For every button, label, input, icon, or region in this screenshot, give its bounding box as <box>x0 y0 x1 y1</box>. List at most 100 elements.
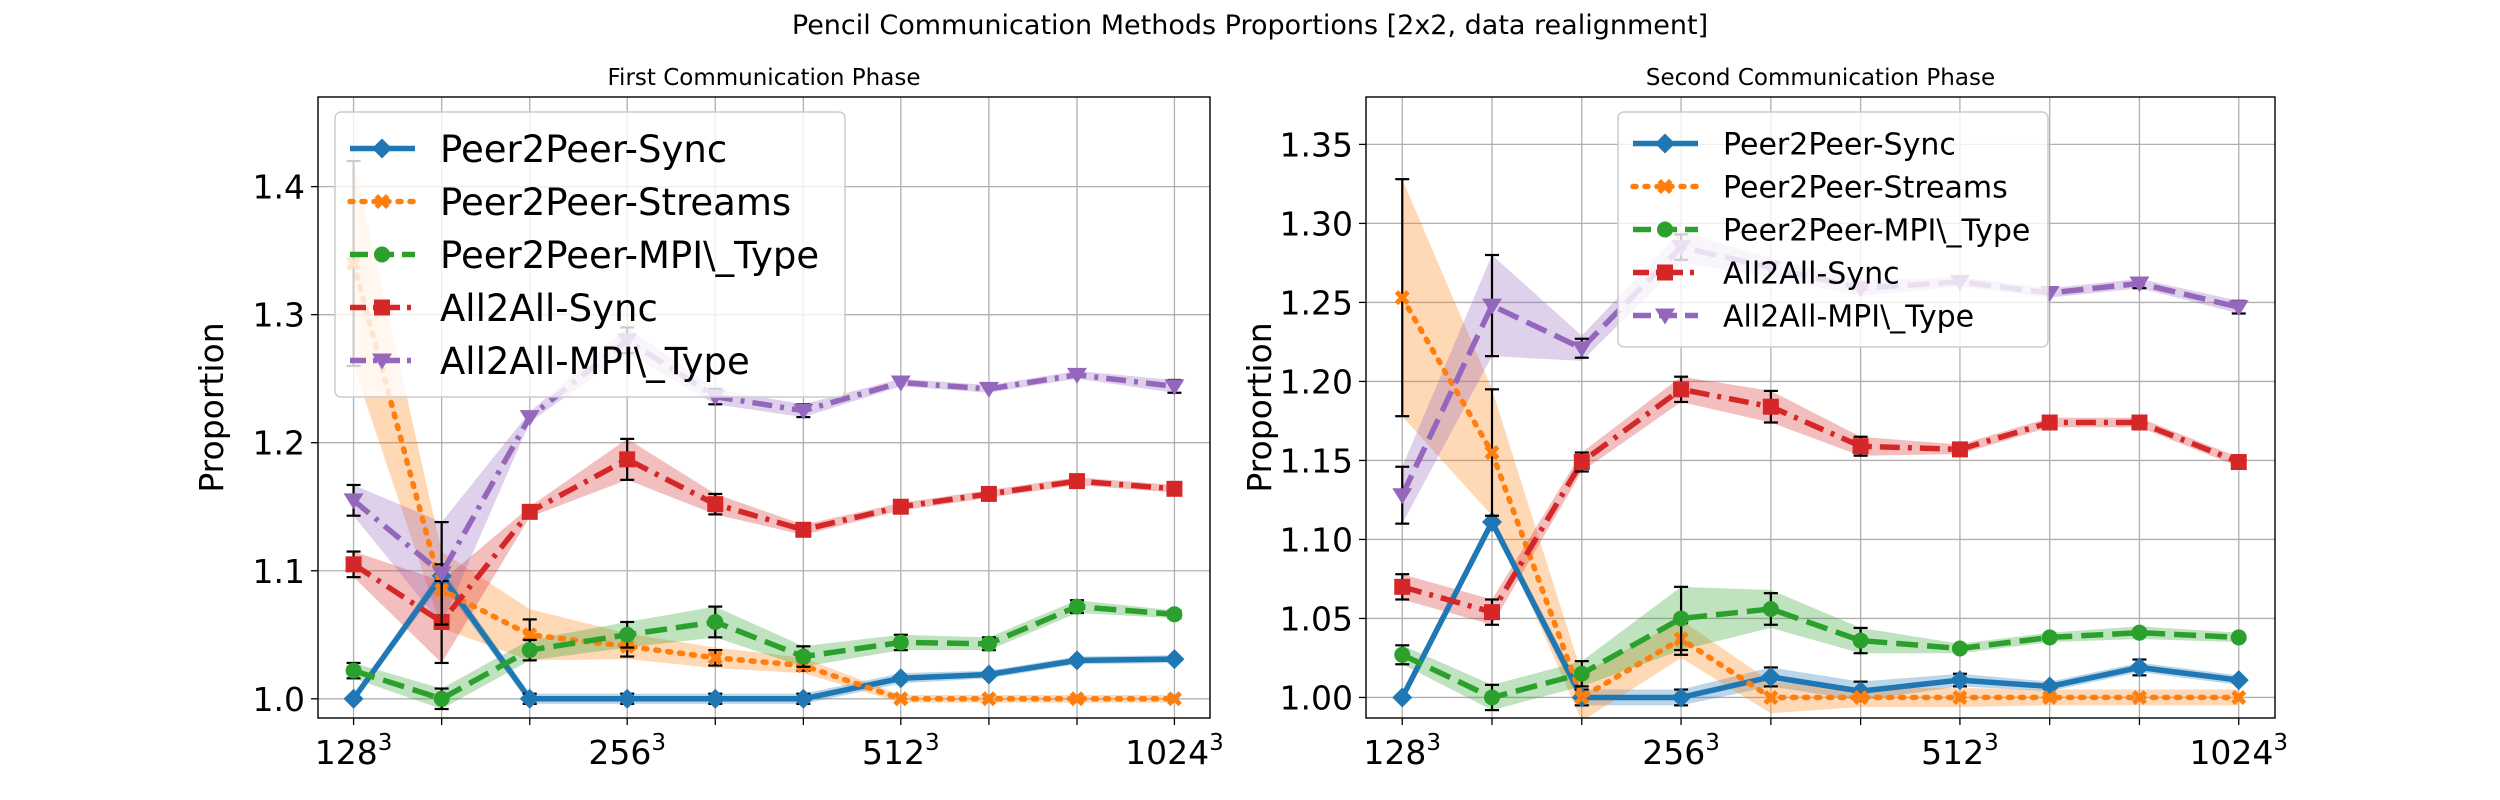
panel-title: First Communication Phase <box>608 65 921 91</box>
chart-panel-1: 1.0 1.1 1.2 1.3 1.4 1283 2563 5123 10243 First Co… <box>192 65 1224 772</box>
series-band-4 <box>353 438 1175 663</box>
y-tick-label: 1.2 <box>253 424 305 463</box>
data-point <box>2042 689 2058 705</box>
series-3 <box>345 598 1183 711</box>
data-point <box>1166 480 1183 497</box>
legend-item: All2All-Sync <box>350 287 658 330</box>
plot-area <box>1392 178 2249 718</box>
series-line <box>1399 519 2240 701</box>
data-point <box>1762 600 1779 617</box>
data-point <box>431 566 452 583</box>
y-axis-label: Proportion <box>192 322 231 492</box>
legend-marker <box>372 138 392 159</box>
y-tick-label: 1.20 <box>1280 362 1353 401</box>
data-point <box>707 613 724 630</box>
data-point <box>890 375 911 392</box>
y-tick-label: 1.25 <box>1280 283 1353 322</box>
data-point <box>2129 276 2150 293</box>
data-point <box>1484 689 1501 706</box>
data-point <box>2131 624 2148 641</box>
data-point <box>1482 298 1503 315</box>
legend-label: Peer2Peer-MPI\_Type <box>440 234 819 277</box>
y-tick-label: 1.1 <box>253 552 305 591</box>
data-point <box>522 627 538 643</box>
data-point <box>521 503 538 520</box>
legend-item: All2All-MPI\_Type <box>350 340 750 383</box>
legend: Peer2Peer-Sync Peer2Peer-Streams Peer2Peer… <box>334 111 846 398</box>
legend-marker <box>1657 221 1673 238</box>
data-point <box>793 403 814 420</box>
series-4 <box>345 437 1183 665</box>
x-tick-label: 10243 <box>2189 730 2288 772</box>
legend-item: Peer2Peer-Streams <box>347 181 791 224</box>
data-point <box>2131 689 2147 705</box>
data-point <box>2131 414 2148 431</box>
data-point <box>345 556 362 573</box>
series-line <box>1399 294 2242 701</box>
series-line <box>350 260 1178 702</box>
data-point <box>2228 670 2249 691</box>
legend-marker <box>1657 264 1673 281</box>
x-tick-label: 5123 <box>1921 730 1999 772</box>
data-point <box>1066 367 1087 384</box>
data-point <box>619 451 636 468</box>
x-tick-label: 1283 <box>1363 730 1441 772</box>
data-point <box>1068 598 1085 615</box>
data-point <box>343 688 364 709</box>
legend-label: Peer2Peer-MPI\_Type <box>1723 213 2030 248</box>
data-point <box>1394 290 1410 306</box>
legend: Peer2Peer-Sync Peer2Peer-Streams Peer2Peer… <box>1617 111 2049 348</box>
data-point <box>795 648 812 665</box>
series-5 <box>343 326 1185 626</box>
data-point <box>1164 379 1185 396</box>
series-line <box>352 603 1175 702</box>
series-4 <box>1394 375 2247 626</box>
axes-frame <box>317 96 1211 719</box>
legend-label: Peer2Peer-Streams <box>440 181 791 224</box>
data-point <box>892 634 909 651</box>
data-point <box>2231 689 2247 705</box>
data-point <box>1574 689 1590 705</box>
data-point <box>519 688 540 709</box>
data-point <box>1394 578 1411 595</box>
data-point <box>1066 650 1087 671</box>
data-point <box>978 664 999 685</box>
data-point <box>1164 649 1185 670</box>
data-point <box>2230 629 2247 646</box>
data-point <box>1484 445 1500 461</box>
data-point <box>1673 381 1690 398</box>
data-point <box>1852 438 1869 455</box>
legend-marker <box>1657 179 1673 194</box>
data-point <box>2230 454 2247 471</box>
data-point <box>705 688 726 709</box>
data-point <box>345 662 362 679</box>
y-axis-label: Proportion <box>1240 322 1279 492</box>
data-point <box>1673 610 1690 627</box>
data-point <box>980 485 997 502</box>
legend-marker <box>1655 133 1675 154</box>
series-line <box>352 456 1175 625</box>
data-point <box>1394 646 1411 663</box>
legend-item: Peer2Peer-Streams <box>1630 170 2008 205</box>
x-tick-label: 10243 <box>1125 730 1224 772</box>
y-tick-label: 1.35 <box>1280 125 1353 164</box>
data-point <box>978 381 999 398</box>
data-point <box>1671 687 1692 708</box>
y-tick-label: 1.10 <box>1280 520 1353 559</box>
data-point <box>619 626 636 643</box>
legend-item: Peer2Peer-MPI\_Type <box>1633 213 2030 248</box>
data-point <box>1166 606 1183 623</box>
x-tick-label: 5123 <box>862 730 940 772</box>
data-point <box>1484 604 1501 621</box>
data-point <box>1392 687 1413 708</box>
y-tick-label: 1.00 <box>1280 678 1353 717</box>
y-tick-label: 1.3 <box>253 296 305 335</box>
legend-label: Peer2Peer-Sync <box>440 128 727 171</box>
data-point <box>1392 488 1413 505</box>
data-point <box>981 691 997 707</box>
data-point <box>1069 691 1085 707</box>
data-point <box>1571 341 1592 358</box>
data-point <box>1952 689 1968 705</box>
